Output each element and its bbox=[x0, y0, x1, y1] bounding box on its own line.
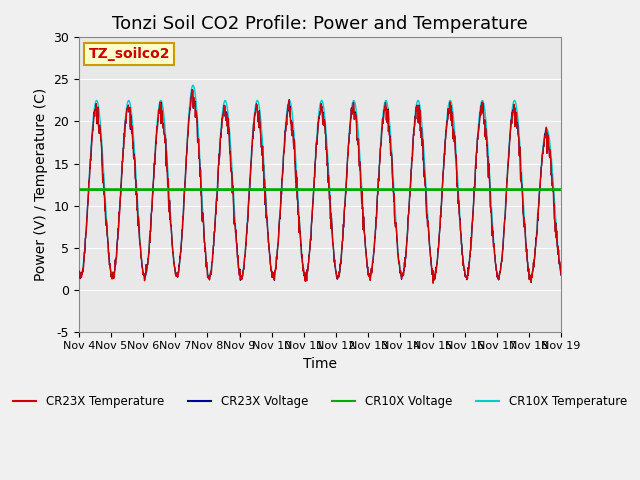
Title: Tonzi Soil CO2 Profile: Power and Temperature: Tonzi Soil CO2 Profile: Power and Temper… bbox=[112, 15, 528, 33]
Legend: CR23X Temperature, CR23X Voltage, CR10X Voltage, CR10X Temperature: CR23X Temperature, CR23X Voltage, CR10X … bbox=[8, 391, 632, 413]
Y-axis label: Power (V) / Temperature (C): Power (V) / Temperature (C) bbox=[34, 88, 48, 281]
X-axis label: Time: Time bbox=[303, 357, 337, 371]
Text: TZ_soilco2: TZ_soilco2 bbox=[88, 47, 170, 61]
